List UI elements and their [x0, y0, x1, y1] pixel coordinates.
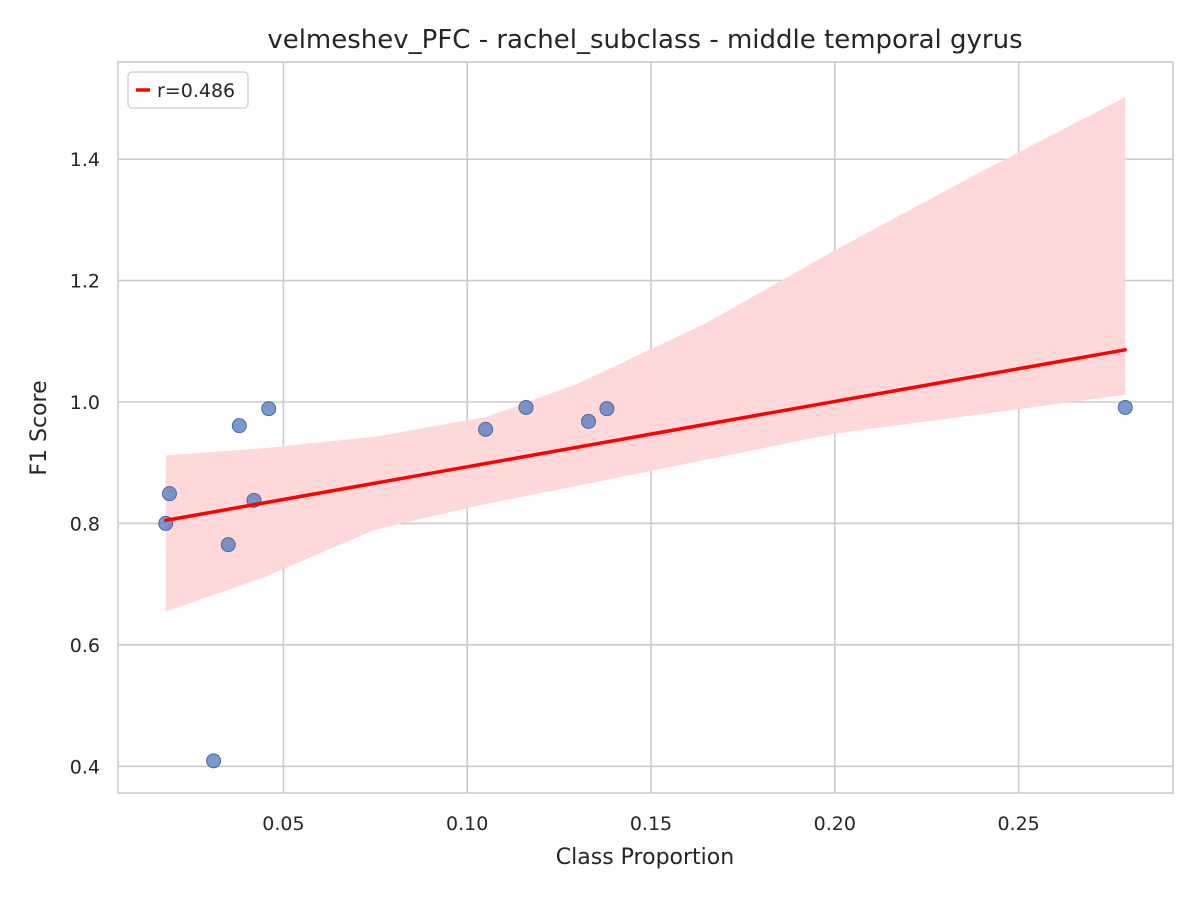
x-ticks: 0.05 0.10 0.15 0.20 0.25	[262, 813, 1040, 835]
chart-title: velmeshev_PFC - rachel_subclass - middle…	[267, 25, 1022, 55]
plot-frame	[117, 61, 1174, 794]
y-tick-label: 1.4	[70, 149, 100, 171]
y-axis-label: F1 Score	[27, 380, 52, 475]
regression-line-group	[164, 348, 1127, 523]
data-point	[518, 399, 534, 415]
data-point	[599, 401, 615, 417]
x-tick-label: 0.05	[262, 813, 304, 835]
data-point	[478, 421, 494, 437]
data-point	[261, 401, 277, 417]
scatter-points	[158, 399, 1133, 769]
regression-line	[164, 348, 1127, 523]
x-tick-label: 0.10	[446, 813, 488, 835]
y-ticks: 0.4 0.6 0.8 1.0 1.2 1.4	[70, 149, 100, 778]
y-tick-label: 0.6	[70, 635, 100, 657]
confidence-band-area	[165, 97, 1126, 612]
x-tick-label: 0.25	[997, 813, 1039, 835]
x-axis-label: Class Proportion	[556, 845, 734, 870]
confidence-band	[165, 97, 1126, 612]
legend: r=0.486	[127, 71, 249, 109]
x-tick-label: 0.20	[814, 813, 856, 835]
y-tick-label: 0.8	[70, 513, 100, 535]
x-tick-label: 0.15	[630, 813, 672, 835]
data-point	[581, 413, 597, 429]
legend-label: r=0.486	[157, 80, 235, 102]
data-point	[220, 537, 236, 553]
data-point	[1117, 399, 1133, 415]
y-tick-label: 1.2	[70, 271, 100, 293]
y-tick-label: 1.0	[70, 392, 100, 414]
data-point	[231, 418, 247, 434]
y-tick-label: 0.4	[70, 756, 100, 778]
data-point	[161, 486, 177, 502]
legend-box	[127, 71, 249, 109]
data-point	[206, 753, 222, 769]
